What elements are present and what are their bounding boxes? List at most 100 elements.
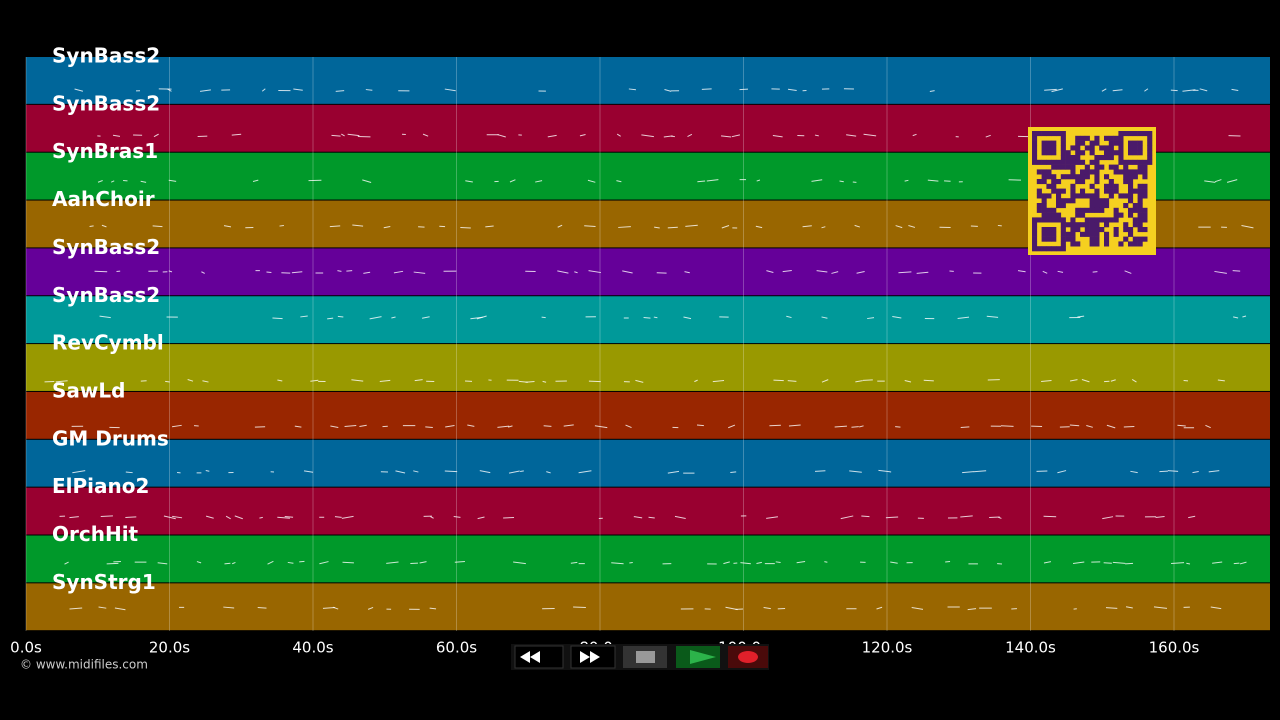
note	[721, 225, 730, 229]
qr-cell	[1041, 193, 1047, 199]
qr-cell	[1084, 145, 1090, 151]
note	[667, 226, 678, 229]
note	[694, 379, 698, 383]
qr-cell	[1065, 198, 1071, 204]
note	[152, 225, 163, 228]
qr-cell	[1080, 150, 1086, 156]
qr-cell	[1036, 169, 1042, 175]
qr-cell	[1060, 246, 1066, 252]
tick-label: 120.0s	[862, 639, 913, 657]
note	[616, 133, 621, 137]
note	[1101, 88, 1107, 92]
note	[202, 380, 209, 383]
note	[687, 133, 693, 137]
rewind-button[interactable]	[514, 645, 564, 669]
note	[430, 516, 434, 519]
qr-cell	[1070, 174, 1076, 180]
qr-cell	[1137, 164, 1143, 170]
qr-cell	[1056, 203, 1062, 209]
note	[508, 470, 520, 474]
note	[201, 271, 205, 274]
qr-cell	[1137, 212, 1143, 218]
qr-cell	[1070, 222, 1076, 228]
note	[112, 134, 121, 137]
qr-cell	[1041, 207, 1047, 213]
record-button[interactable]	[728, 646, 768, 668]
qr-cell	[1108, 183, 1114, 189]
note	[756, 179, 761, 182]
qr-cell	[1142, 174, 1148, 180]
note	[476, 315, 487, 320]
play-button[interactable]	[676, 646, 720, 668]
qr-cell	[1123, 169, 1129, 175]
note	[653, 316, 658, 319]
note	[140, 180, 147, 183]
note	[1017, 270, 1026, 273]
note	[359, 424, 367, 428]
note	[1144, 88, 1149, 92]
qr-cell	[1132, 174, 1138, 180]
note	[786, 315, 792, 319]
qr-cell	[1046, 183, 1052, 189]
note	[721, 135, 732, 138]
qr-cell	[1099, 164, 1105, 170]
note	[908, 224, 916, 228]
qr-cell	[1070, 155, 1076, 161]
note	[584, 225, 596, 228]
qr-cell	[1108, 164, 1114, 170]
note	[223, 225, 232, 228]
qr-cell	[1099, 155, 1105, 161]
qr-cell	[1113, 217, 1119, 223]
note	[1214, 270, 1227, 274]
note	[1112, 561, 1126, 564]
qr-cell	[1060, 131, 1066, 137]
note	[1105, 607, 1118, 609]
note	[557, 224, 563, 228]
qr-cell	[1113, 188, 1119, 194]
note	[196, 561, 202, 564]
qr-cell	[1094, 227, 1100, 233]
qr-cell	[1070, 193, 1076, 199]
note	[425, 426, 433, 429]
note	[986, 315, 999, 318]
note	[989, 516, 1000, 519]
qr-cell	[1060, 145, 1066, 151]
qr-cell	[1094, 222, 1100, 228]
qr-cell	[1065, 159, 1071, 165]
note	[683, 316, 692, 320]
note	[960, 426, 970, 429]
note	[684, 271, 690, 274]
qr-cell	[1132, 188, 1138, 194]
qr-cell	[1094, 140, 1100, 146]
qr-cell	[1075, 212, 1081, 218]
note	[740, 562, 751, 565]
note	[787, 88, 797, 92]
qr-cell	[1104, 155, 1110, 161]
qr-cell	[1046, 236, 1052, 242]
qr-cell	[1094, 164, 1100, 170]
qr-cell	[1051, 207, 1057, 213]
forward-button[interactable]	[570, 645, 616, 669]
note	[205, 470, 210, 472]
note	[1170, 89, 1178, 92]
note	[1192, 470, 1199, 474]
qr-cell	[1108, 145, 1114, 151]
note	[1155, 516, 1165, 518]
qr-cell	[1094, 169, 1100, 175]
note	[574, 271, 578, 274]
stop-button[interactable]	[623, 646, 667, 668]
note	[814, 134, 819, 137]
note	[998, 516, 1002, 519]
qr-cell	[1104, 135, 1110, 141]
qr-cell	[1137, 145, 1143, 151]
qr-cell	[1094, 135, 1100, 141]
qr-cell	[1036, 246, 1042, 252]
qr-cell	[1137, 222, 1143, 228]
note	[479, 470, 491, 474]
note	[1226, 179, 1238, 183]
note	[367, 606, 374, 610]
note	[712, 380, 725, 383]
note	[74, 88, 84, 92]
note	[1042, 270, 1048, 274]
qr-cell	[1142, 169, 1148, 175]
